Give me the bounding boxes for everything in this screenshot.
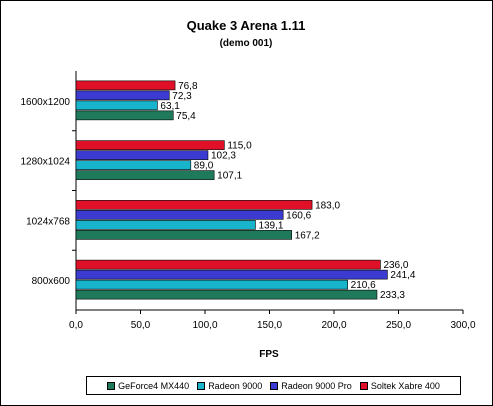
data-label: 107,1 xyxy=(217,171,242,182)
data-label: 102,3 xyxy=(211,151,236,162)
bar xyxy=(75,289,378,300)
category-label: 1280x1024 xyxy=(21,157,71,168)
x-axis-title: FPS xyxy=(259,349,279,360)
bar xyxy=(75,269,388,280)
legend-label: GeForce4 MX440 xyxy=(118,380,190,391)
legend-item: Soltek Xabre 400 xyxy=(359,380,440,391)
bar xyxy=(75,110,174,121)
bar xyxy=(75,150,209,160)
chart-title: Quake 3 Arena 1.11 xyxy=(187,18,306,33)
data-label: 241,4 xyxy=(390,270,415,281)
data-label: 75,4 xyxy=(176,111,196,122)
data-label: 89,0 xyxy=(194,161,214,172)
bar xyxy=(75,230,292,240)
bar xyxy=(75,170,215,180)
data-label: 210,6 xyxy=(351,280,376,291)
legend: GeForce4 MX440 Radeon 9000 Radeon 9000 Pro… xyxy=(86,376,461,395)
legend-label: Radeon 9000 xyxy=(208,380,263,391)
bar xyxy=(75,140,225,150)
legend-item: GeForce4 MX440 xyxy=(107,381,189,391)
data-label: 115,0 xyxy=(227,141,252,152)
bar xyxy=(75,160,192,170)
data-label: 167,2 xyxy=(295,230,320,241)
legend-swatch xyxy=(197,381,206,390)
bar xyxy=(75,100,158,111)
bar xyxy=(75,279,348,290)
legend-item: Radeon 9000 Pro xyxy=(270,381,352,391)
plot-area: 0,0 50,0 100,0 150,0 200,0 250,0 300,0 76,872,3… xyxy=(21,71,476,331)
x-tick-label: 200,0 xyxy=(321,320,346,331)
data-label: 160,6 xyxy=(286,210,311,221)
x-tick-label: 250,0 xyxy=(386,320,411,331)
category-label: 1600x1200 xyxy=(21,97,71,108)
category-label: 800x600 xyxy=(32,276,71,287)
bar xyxy=(75,210,284,220)
x-tick-label: 100,0 xyxy=(192,320,217,331)
category-label: 1024x768 xyxy=(26,216,70,227)
legend-swatch xyxy=(107,381,116,390)
bar xyxy=(75,90,170,101)
bar xyxy=(75,200,313,210)
legend-label: Radeon 9000 Pro xyxy=(281,380,352,391)
x-tick-label: 300,0 xyxy=(450,320,475,331)
legend-item: Radeon 9000 xyxy=(197,381,262,391)
x-tick-label: 50,0 xyxy=(131,320,151,331)
data-label: 63,1 xyxy=(160,101,180,112)
legend-swatch xyxy=(270,381,279,390)
x-tick-label: 150,0 xyxy=(257,320,282,331)
bar xyxy=(75,80,176,91)
data-label: 233,3 xyxy=(380,290,405,301)
data-label: 236,0 xyxy=(383,260,408,271)
chart-subtitle: (demo 001) xyxy=(220,38,273,49)
x-tick-label: 0,0 xyxy=(69,320,83,331)
data-label: 76,8 xyxy=(178,81,198,92)
data-label: 139,1 xyxy=(258,220,283,231)
bar xyxy=(75,259,381,270)
data-label: 183,0 xyxy=(315,200,340,211)
legend-label: Soltek Xabre 400 xyxy=(370,380,440,391)
legend-swatch xyxy=(359,381,368,390)
bar xyxy=(75,220,256,230)
data-label: 72,3 xyxy=(172,91,192,102)
